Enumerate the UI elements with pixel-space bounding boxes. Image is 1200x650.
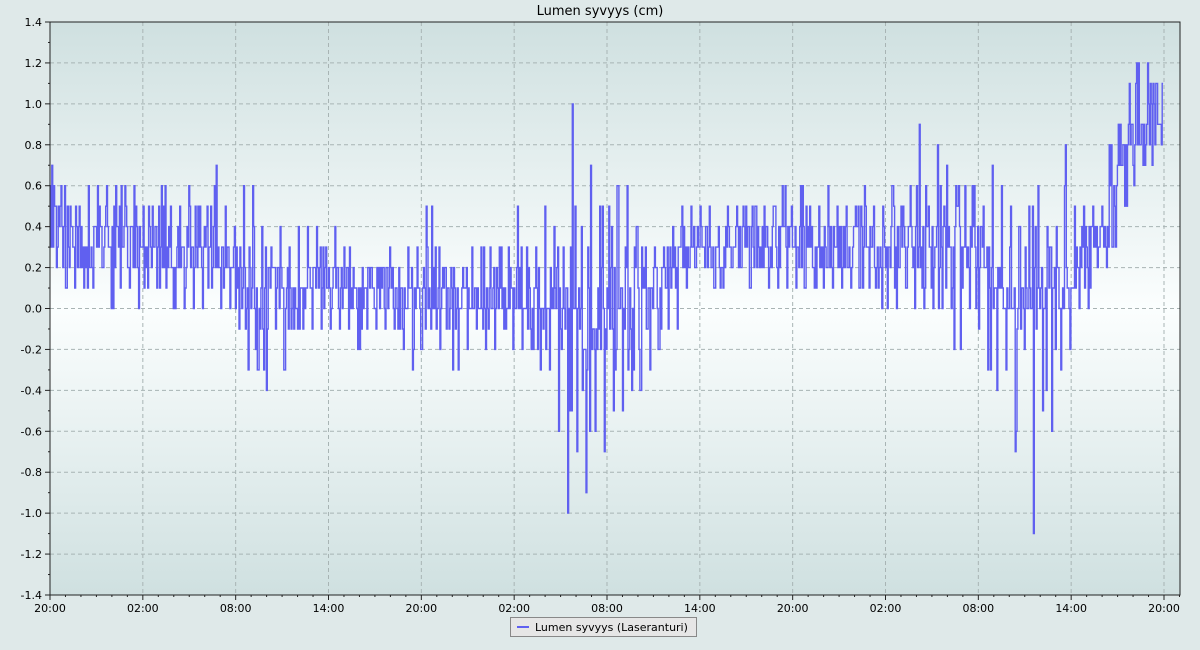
y-tick-label: -1.2 — [21, 548, 42, 561]
x-tick-label: 08:00 — [591, 602, 623, 615]
x-tick-label: 08:00 — [220, 602, 252, 615]
x-tick-label: 14:00 — [1055, 602, 1087, 615]
y-tick-label: 1.2 — [25, 57, 43, 70]
x-tick-label: 08:00 — [962, 602, 994, 615]
y-tick-label: -1.0 — [21, 507, 42, 520]
x-tick-label: 20:00 — [405, 602, 437, 615]
x-tick-label: 20:00 — [777, 602, 809, 615]
y-tick-label: 0.2 — [25, 262, 43, 275]
y-axis-ticks: 1.4 1.2 1.0 0.8 0.6 0.4 0.2 0.0 -0.2 -0.4 -0.6 -0.8… — [21, 16, 50, 602]
x-tick-label: 14:00 — [313, 602, 345, 615]
y-tick-label: -0.4 — [21, 384, 42, 397]
y-tick-label: 1.4 — [25, 16, 43, 29]
y-tick-label: -0.6 — [21, 425, 42, 438]
series-line-lumen-syvyys — [50, 62, 1164, 535]
legend-swatch — [517, 626, 529, 628]
y-tick-label: 0.4 — [25, 221, 43, 234]
series-lumen-syvyys — [50, 62, 1164, 535]
y-tick-label: 0.6 — [25, 180, 43, 193]
x-tick-label: 20:00 — [34, 602, 66, 615]
y-tick-label: -0.8 — [21, 466, 42, 479]
y-tick-label: 0.0 — [25, 303, 43, 316]
x-axis-ticks: 20:00 02:00 08:00 14:00 20:00 02:00 08:00 14:00… — [34, 595, 1180, 615]
x-tick-label: 02:00 — [127, 602, 159, 615]
legend-label: Lumen syvyys (Laseranturi) — [535, 620, 688, 634]
x-tick-label: 02:00 — [870, 602, 902, 615]
x-tick-label: 20:00 — [1148, 602, 1180, 615]
y-tick-label: -1.4 — [21, 589, 42, 602]
chart-title: Lumen syvyys (cm) — [537, 4, 664, 19]
legend: Lumen syvyys (Laseranturi) — [510, 617, 697, 637]
y-tick-label: -0.2 — [21, 343, 42, 356]
x-tick-label: 14:00 — [684, 602, 716, 615]
x-tick-label: 02:00 — [498, 602, 530, 615]
y-tick-label: 0.8 — [25, 139, 43, 152]
y-tick-label: 1.0 — [25, 98, 43, 111]
